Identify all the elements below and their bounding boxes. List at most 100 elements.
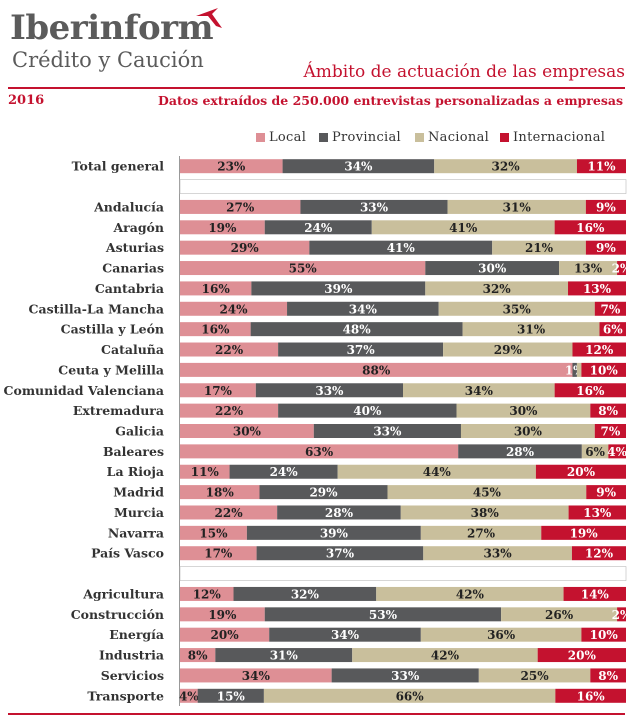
data-label-murcia-provincial: 28%	[325, 506, 354, 520]
data-label-industria-nacional: 42%	[431, 649, 460, 663]
bar-castilla-la-mancha-local	[180, 301, 288, 316]
bar-pa-s-vasco-internacional	[571, 546, 626, 561]
data-label-comunidad-valenciana-local: 17%	[204, 384, 233, 398]
bar-madrid-nacional	[387, 485, 587, 500]
bar-baleares-internacional	[608, 444, 626, 459]
brand-name: Iberinform	[10, 8, 214, 48]
bar-asturias-internacional	[585, 240, 626, 255]
category-label-murcia: Murcia	[114, 505, 164, 520]
bar-navarra-internacional	[541, 525, 626, 540]
bar-madrid-internacional	[586, 485, 626, 500]
data-label-la-rioja-local: 11%	[191, 465, 220, 479]
data-label-madrid-local: 18%	[206, 486, 235, 500]
bar-murcia-nacional	[400, 505, 569, 520]
data-label-pa-s-vasco-provincial: 37%	[326, 547, 355, 561]
data-label-transporte-nacional: 66%	[396, 689, 425, 703]
data-label-galicia-local: 30%	[233, 425, 262, 439]
data-label-comunidad-valenciana-nacional: 34%	[465, 384, 494, 398]
category-label-la-rioja: La Rioja	[107, 464, 164, 479]
bar-madrid-local	[180, 485, 260, 500]
bar-baleares-nacional	[581, 444, 609, 459]
bar-pa-s-vasco-provincial	[256, 546, 424, 561]
data-label-navarra-local: 15%	[199, 526, 228, 540]
data-label-navarra-nacional: 27%	[467, 526, 496, 540]
bar-servicios-local	[180, 668, 332, 683]
data-label-castilla-y-le-n-nacional: 31%	[517, 323, 546, 337]
data-label-andaluc-a-nacional: 31%	[503, 200, 532, 214]
data-label-baleares-nacional: 6%	[585, 445, 605, 459]
data-label-servicios-local: 34%	[242, 669, 271, 683]
data-label-extremadura-internacional: 8%	[598, 404, 618, 418]
data-label-andaluc-a-local: 27%	[226, 200, 255, 214]
data-label-madrid-nacional: 45%	[473, 486, 502, 500]
bar-comunidad-valenciana-provincial	[255, 383, 403, 398]
bar-transporte-provincial	[197, 688, 264, 703]
data-label-pa-s-vasco-local: 17%	[204, 547, 233, 561]
bar-comunidad-valenciana-local	[180, 383, 256, 398]
spacer-row	[179, 179, 627, 194]
bar-catalu-a-nacional	[443, 342, 573, 357]
bar-industria-internacional	[537, 648, 626, 663]
data-label-navarra-internacional: 19%	[570, 526, 599, 540]
bar-la-rioja-local	[180, 464, 230, 479]
bar-construcci-n-internacional	[617, 607, 626, 622]
data-label-arag-n-provincial: 24%	[304, 221, 333, 235]
bar-energ-a-nacional	[420, 627, 582, 642]
legend-label-internacional: Internacional	[513, 130, 606, 145]
bar-ceuta-y-melilla-internacional	[581, 362, 626, 377]
bar-murcia-local	[180, 505, 278, 520]
bar-ceuta-y-melilla-local	[180, 362, 573, 377]
legend-swatch-provincial	[319, 133, 328, 142]
data-label-comunidad-valenciana-provincial: 33%	[315, 384, 344, 398]
data-label-catalu-a-nacional: 29%	[494, 343, 523, 357]
data-label-canarias-local: 55%	[289, 262, 318, 276]
data-label-asturias-provincial: 41%	[387, 241, 416, 255]
bar-navarra-local	[180, 525, 247, 540]
data-label-total-general-provincial: 34%	[344, 160, 373, 174]
bar-industria-nacional	[352, 648, 538, 663]
category-label-energ-a: Energía	[109, 627, 164, 642]
data-label-arag-n-internacional: 16%	[576, 221, 605, 235]
category-label-castilla-la-mancha: Castilla-La Mancha	[29, 301, 164, 316]
category-label-construcci-n: Construcción	[71, 607, 164, 622]
bar-galicia-nacional	[460, 424, 595, 438]
data-label-construcci-n-local: 19%	[208, 608, 237, 622]
data-label-energ-a-internacional: 10%	[590, 628, 619, 642]
bar-castilla-y-le-n-nacional	[462, 322, 600, 337]
bar-arag-n-provincial	[264, 220, 372, 235]
data-label-galicia-provincial: 33%	[373, 425, 402, 439]
chart-subtitle: Datos extraídos de 250.000 entrevistas p…	[158, 93, 623, 108]
bar-ceuta-y-melilla-nacional	[576, 362, 582, 377]
bar-castilla-y-le-n-local	[180, 322, 251, 337]
chart-year: 2016	[8, 93, 45, 108]
data-label-construcci-n-nacional: 26%	[545, 608, 574, 622]
bar-castilla-y-le-n-provincial	[250, 322, 463, 337]
bottom-divider	[8, 713, 625, 715]
bar-servicios-provincial	[331, 668, 479, 683]
bar-galicia-internacional	[594, 424, 626, 438]
bar-canarias-nacional	[559, 261, 618, 276]
category-label-asturias: Asturias	[105, 240, 164, 255]
bar-cantabria-nacional	[425, 281, 569, 296]
bar-construcci-n-local	[180, 607, 265, 622]
legend-swatch-nacional	[415, 133, 424, 142]
data-label-total-general-nacional: 32%	[492, 160, 521, 174]
data-label-castilla-y-le-n-internacional: 6%	[603, 323, 623, 337]
bar-andaluc-a-provincial	[300, 199, 448, 214]
bar-catalu-a-internacional	[572, 342, 626, 357]
bar-transporte-nacional	[263, 688, 556, 703]
data-label-castilla-la-mancha-nacional: 35%	[503, 302, 532, 316]
bar-navarra-provincial	[246, 525, 421, 540]
data-label-transporte-provincial: 15%	[217, 689, 246, 703]
data-label-asturias-local: 29%	[231, 241, 260, 255]
data-label-navarra-provincial: 39%	[320, 526, 349, 540]
bar-andaluc-a-nacional	[447, 199, 586, 214]
data-label-la-rioja-nacional: 44%	[423, 465, 452, 479]
bar-ceuta-y-melilla-provincial	[572, 362, 577, 377]
bar-cantabria-provincial	[251, 281, 426, 296]
bar-arag-n-nacional	[371, 220, 555, 235]
bar-galicia-local	[180, 424, 314, 438]
brand-mark-icon	[196, 8, 222, 28]
legend-label-provincial: Provincial	[332, 130, 402, 145]
